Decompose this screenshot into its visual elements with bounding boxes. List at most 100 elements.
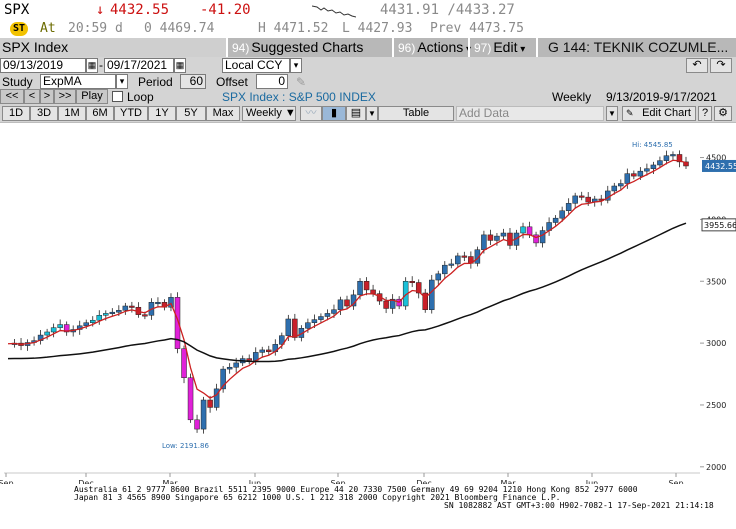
candle-chart-icon[interactable]: ▮ (322, 106, 346, 121)
help-icon[interactable]: ? (698, 106, 712, 121)
chevron-down-icon[interactable]: ▼ (606, 106, 618, 121)
quote-time: 20:59 d (68, 21, 123, 36)
period-5y-button[interactable]: 5Y (176, 106, 206, 121)
candle-body (116, 310, 122, 313)
period-label: Period (138, 75, 173, 89)
candle-body (57, 324, 63, 328)
frequency-select[interactable]: Weekly ▼ (242, 106, 296, 121)
chevron-down-icon[interactable]: ▼ (366, 106, 378, 121)
candle-body (526, 226, 533, 236)
chart-toolbar: 1D 3D 1M 6M YTD 1Y 5Y Max Weekly ▼ 〰 ▮ ▤… (0, 105, 736, 122)
candle-body (363, 281, 370, 291)
price-chart[interactable]: 450040003500300025002000Hi: 4545.85Low: … (0, 122, 736, 498)
candle-body (155, 302, 161, 305)
line-chart-icon[interactable]: 〰 (300, 106, 322, 121)
candle-body (559, 210, 565, 219)
candle-body (683, 161, 689, 167)
study-select[interactable]: ExpMA (40, 74, 116, 89)
actions-menu[interactable]: 96)Actions ▾ (398, 39, 471, 55)
candle-body (624, 173, 631, 184)
candle-body (383, 300, 389, 309)
candle-body (207, 399, 213, 408)
settings-icon[interactable]: ⚙ (714, 106, 732, 121)
candle-body (520, 226, 526, 234)
title-bar: SPX Index 94) Suggested Charts 96) Actions… (0, 38, 736, 57)
candle-body (200, 399, 207, 430)
end-date-field[interactable]: 09/17/2021 (104, 58, 174, 73)
sparkline-icon (312, 5, 356, 18)
offset-label: Offset (216, 75, 248, 89)
candle-body (448, 263, 455, 266)
security-field[interactable]: SPX Index (0, 38, 226, 57)
suggested-charts-menu[interactable]: 94) Suggested Charts (232, 39, 364, 55)
undo-icon[interactable]: ↶ (686, 58, 708, 73)
candle-body (266, 349, 272, 353)
footer: Australia 61 2 9777 8600 Brazil 5511 239… (0, 484, 736, 529)
rewind-button[interactable]: << (0, 89, 24, 104)
x-tick-label: Mar (500, 479, 516, 485)
period-1y-button[interactable]: 1Y (148, 106, 176, 121)
candle-body (285, 318, 292, 336)
y-tick-label: 3500 (706, 277, 726, 286)
candle-body (650, 164, 657, 169)
candle-body (644, 168, 650, 172)
footer-session: SN 1082882 AST GMT+3:00 H902-7082-1 17-S… (444, 501, 714, 510)
edit-chart-button[interactable]: ✎ Edit Chart (622, 106, 696, 121)
candle-body (435, 273, 442, 281)
period-max-button[interactable]: Max (206, 106, 240, 121)
x-tick-label: Mar (162, 479, 178, 485)
step-back-button[interactable]: < (24, 89, 40, 104)
divider (226, 38, 228, 57)
date-separator: - (99, 58, 103, 72)
mountain-chart-icon[interactable]: ▤ (346, 106, 366, 121)
frequency-label: Weekly (552, 90, 592, 104)
short-ma-line (7, 159, 687, 399)
add-data-input[interactable]: Add Data (456, 106, 604, 121)
footer-contacts-2: Japan 81 3 4565 8900 Singapore 65 6212 1… (74, 493, 561, 502)
period-1m-button[interactable]: 1M (58, 106, 86, 121)
candle-body (552, 217, 559, 223)
status-badge: ST (10, 22, 28, 36)
start-date-field[interactable]: 09/13/2019 (0, 58, 86, 73)
period-6m-button[interactable]: 6M (86, 106, 114, 121)
redo-icon[interactable]: ↷ (710, 58, 732, 73)
y-tick-label: 2500 (706, 401, 726, 410)
candle-body (657, 160, 663, 166)
table-button[interactable]: Table (378, 106, 454, 121)
chevron-down-icon[interactable]: ▾ (116, 74, 128, 89)
calendar-icon[interactable]: ▦ (86, 58, 98, 73)
candle-body (487, 234, 494, 241)
candle-body (90, 319, 96, 323)
study-row: Study ExpMA ▾ Period 60 Offset 0 ✎ (0, 74, 736, 90)
candle-body (122, 305, 129, 311)
candle-body (331, 309, 337, 314)
news-ticker[interactable]: G 144: TEKNIK COZUMLE... (546, 38, 728, 57)
period-1d-button[interactable]: 1D (2, 106, 30, 121)
fast-forward-button[interactable]: >> (54, 89, 76, 104)
currency-select[interactable]: Local CCY (222, 58, 290, 73)
play-button[interactable]: Play (76, 89, 108, 104)
chevron-down-icon[interactable]: ▾ (290, 58, 302, 73)
period-input[interactable]: 60 (180, 74, 206, 89)
edit-menu[interactable]: 97) Edit ▾ (474, 39, 526, 55)
period-3d-button[interactable]: 3D (30, 106, 58, 121)
footer-contacts-1: Australia 61 2 9777 8600 Brazil 5511 239… (74, 485, 638, 494)
candle-body (50, 327, 57, 333)
study-label: Study (2, 75, 33, 89)
x-tick-label: Sep (330, 479, 345, 485)
candle-body (409, 281, 415, 284)
candle-body (344, 299, 350, 307)
candle-body (337, 299, 344, 310)
pencil-icon[interactable]: ✎ (296, 75, 307, 89)
step-forward-button[interactable]: > (40, 89, 54, 104)
candle-body (455, 255, 461, 265)
calendar-icon[interactable]: ▦ (174, 58, 186, 73)
candle-body (578, 195, 585, 198)
ma-value-tag (701, 218, 736, 232)
offset-input[interactable]: 0 (256, 74, 288, 89)
chart-canvas[interactable]: 450040003500300025002000Hi: 4545.85Low: … (0, 123, 736, 498)
candle-body (507, 232, 513, 246)
loop-checkbox[interactable] (112, 91, 123, 102)
period-ytd-button[interactable]: YTD (114, 106, 148, 121)
x-tick-label: Dec (416, 479, 431, 485)
